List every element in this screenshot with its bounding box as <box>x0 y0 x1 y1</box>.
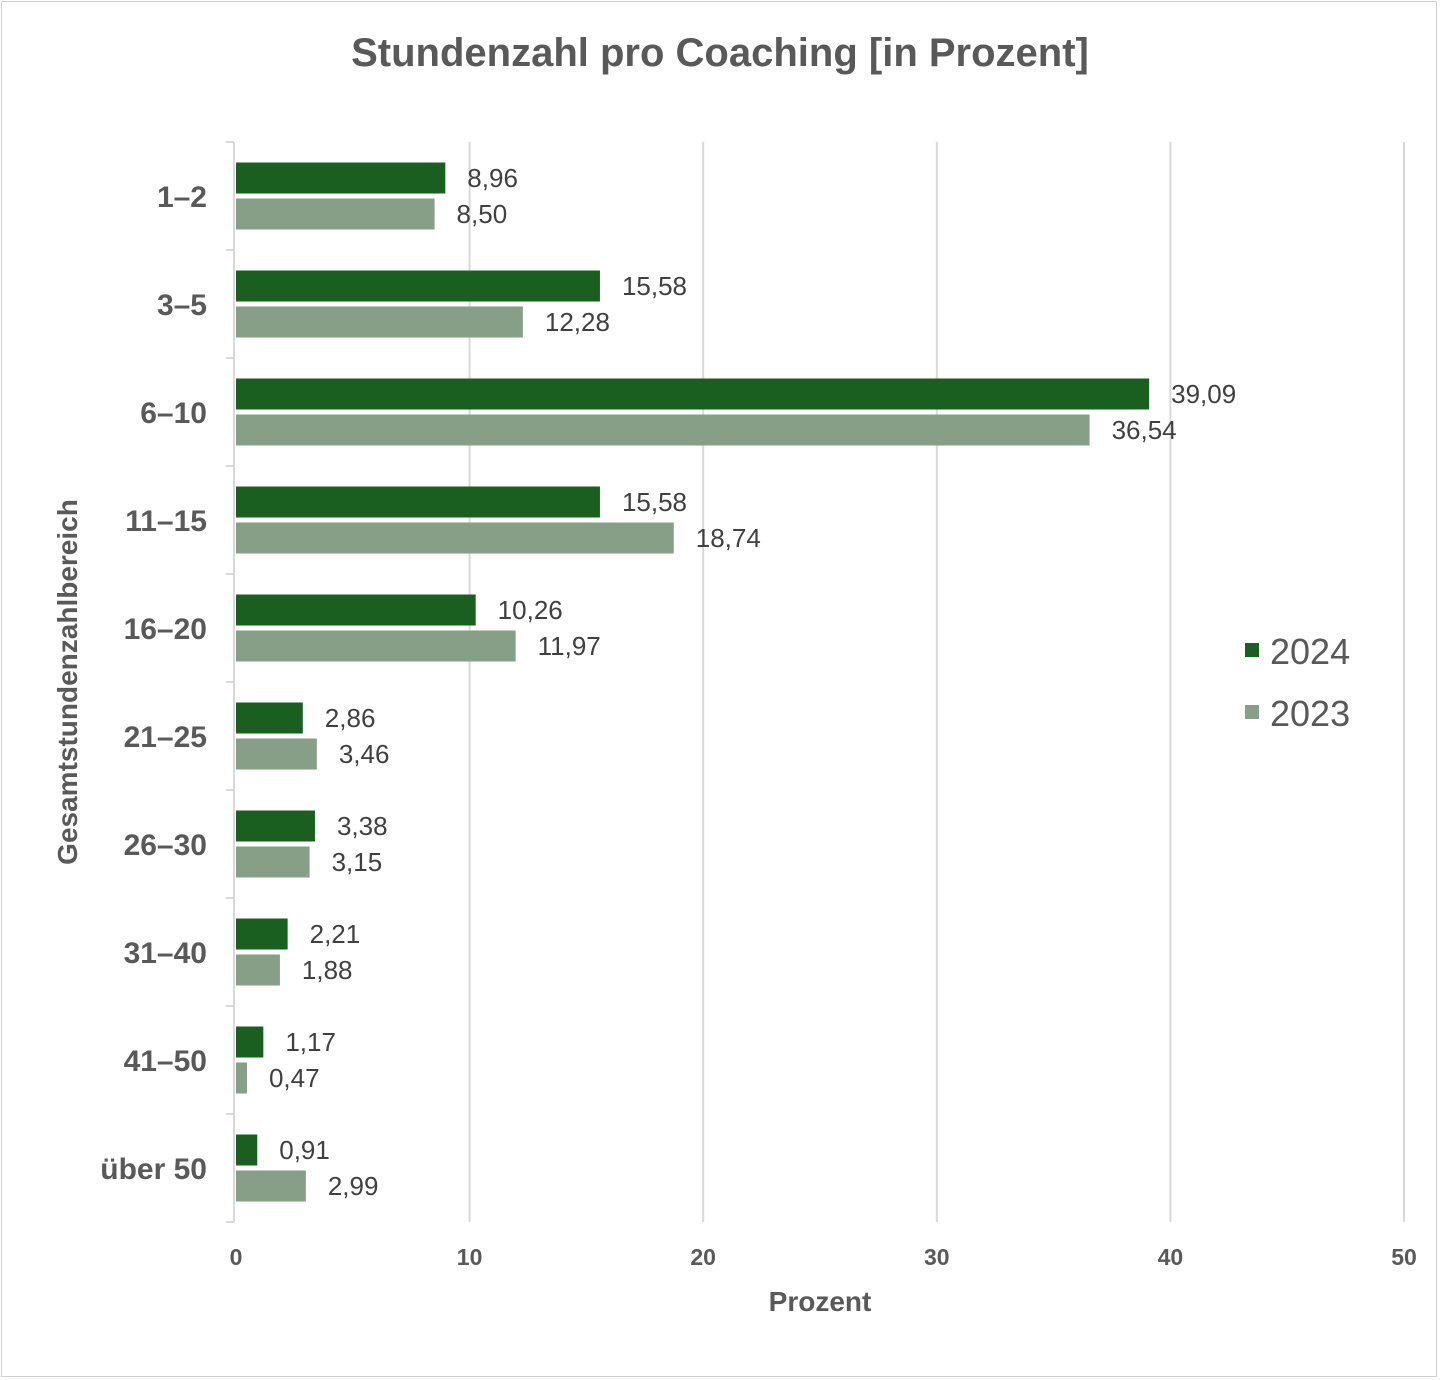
data-label-2023: 18,74 <box>696 523 761 553</box>
bar-2023 <box>236 954 280 986</box>
x-tick-label: 40 <box>1158 1244 1184 1270</box>
chart-title: Stundenzahl pro Coaching [in Prozent] <box>351 31 1089 75</box>
legend-swatch-2024 <box>1245 643 1259 657</box>
bar-2024 <box>236 594 476 626</box>
bar-2023 <box>236 1170 306 1202</box>
data-label-2024: 0,91 <box>279 1135 330 1165</box>
data-label-2023: 36,54 <box>1112 415 1177 445</box>
bar-2024 <box>236 162 446 194</box>
data-label-2023: 8,50 <box>457 199 508 229</box>
bar-2023 <box>236 522 674 554</box>
data-label-2024: 2,21 <box>310 919 361 949</box>
bar-2023 <box>236 306 523 338</box>
y-axis-title: Gesamtstundenzahlbereich <box>52 499 83 865</box>
category-label: 31–40 <box>124 937 207 970</box>
bar-2023 <box>236 198 435 230</box>
category-label: 41–50 <box>124 1045 207 1078</box>
data-label-2024: 3,38 <box>337 811 388 841</box>
legend-swatch-2023 <box>1245 705 1259 719</box>
data-label-2023: 1,88 <box>302 955 353 985</box>
category-label: über 50 <box>100 1153 207 1186</box>
bar-2024 <box>236 486 600 518</box>
x-tick-label: 0 <box>230 1244 243 1270</box>
data-label-2023: 3,15 <box>332 847 383 877</box>
x-axis-title: Prozent <box>769 1286 872 1317</box>
data-label-2024: 1,17 <box>285 1027 336 1057</box>
data-label-2024: 15,58 <box>622 487 687 517</box>
x-tick-label: 30 <box>924 1244 950 1270</box>
data-label-2024: 2,86 <box>325 703 376 733</box>
legend-label-2024: 2024 <box>1270 631 1350 672</box>
bar-2023 <box>236 846 310 878</box>
bar-2024 <box>236 270 600 302</box>
category-label: 1–2 <box>157 181 207 214</box>
bar-2024 <box>236 378 1150 410</box>
bar-2023 <box>236 738 317 770</box>
data-label-2024: 10,26 <box>498 595 563 625</box>
category-label: 3–5 <box>157 289 207 322</box>
bar-2024 <box>236 1134 258 1166</box>
data-label-2023: 12,28 <box>545 307 610 337</box>
x-tick-label: 50 <box>1391 1244 1417 1270</box>
category-label: 16–20 <box>124 613 207 646</box>
bar-2024 <box>236 1026 264 1058</box>
bar-2024 <box>236 918 288 950</box>
data-labels: 8,96 8,50 15,58 12,28 39,09 36,54 15,58 18,74 10… <box>269 163 1236 1201</box>
category-label: 26–30 <box>124 829 207 862</box>
bars <box>236 162 1150 1202</box>
category-label: 21–25 <box>124 721 207 754</box>
bar-2024 <box>236 810 315 842</box>
category-label: 11–15 <box>125 505 207 538</box>
data-label-2023: 0,47 <box>269 1063 320 1093</box>
data-label-2023: 2,99 <box>328 1171 379 1201</box>
data-label-2024: 8,96 <box>467 163 518 193</box>
data-label-2024: 39,09 <box>1171 379 1236 409</box>
data-label-2023: 11,97 <box>538 631 601 661</box>
category-label: 6–10 <box>140 397 207 430</box>
x-tick-labels: 0 10 20 30 40 50 <box>230 1244 1417 1270</box>
bar-2023 <box>236 1062 247 1094</box>
legend: 2024 2023 <box>1245 631 1350 734</box>
bar-2024 <box>236 702 303 734</box>
x-tick-label: 10 <box>457 1244 483 1270</box>
bar-2023 <box>236 630 516 662</box>
x-tick-label: 20 <box>690 1244 716 1270</box>
y-axis <box>226 141 235 1223</box>
legend-label-2023: 2023 <box>1270 693 1350 734</box>
data-label-2024: 15,58 <box>622 271 687 301</box>
gridlines <box>468 142 1405 1222</box>
data-label-2023: 3,46 <box>339 739 390 769</box>
bar-2023 <box>236 414 1090 446</box>
category-labels: 1–2 3–5 6–10 11–15 16–20 21–25 26–30 31–40 41–50… <box>100 181 207 1186</box>
